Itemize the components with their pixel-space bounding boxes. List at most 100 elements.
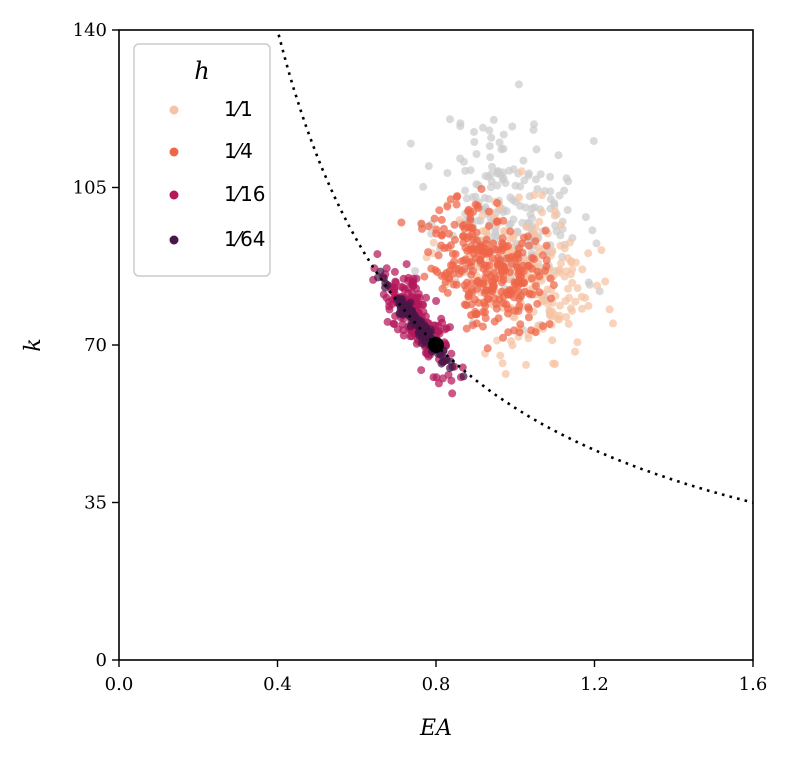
data-point xyxy=(605,305,614,314)
data-point xyxy=(424,248,433,257)
data-point xyxy=(461,243,470,252)
data-point xyxy=(434,251,443,260)
background-point xyxy=(519,156,528,165)
data-point xyxy=(518,248,527,257)
data-point xyxy=(467,224,476,233)
data-point xyxy=(584,301,593,310)
data-point xyxy=(609,319,617,328)
legend-marker xyxy=(169,147,179,157)
data-point xyxy=(504,328,513,337)
x-axis-title: EA xyxy=(419,716,452,741)
data-point xyxy=(535,288,544,297)
data-point xyxy=(545,320,554,329)
data-point xyxy=(538,191,546,200)
data-point xyxy=(431,266,440,275)
data-point xyxy=(571,297,580,306)
data-point xyxy=(390,267,399,276)
data-point xyxy=(482,235,491,244)
background-point xyxy=(555,191,564,200)
data-point xyxy=(417,219,426,228)
data-point xyxy=(437,314,446,323)
background-point xyxy=(456,154,465,163)
data-point xyxy=(470,249,478,258)
data-point xyxy=(457,267,466,276)
background-point xyxy=(562,174,571,183)
data-point xyxy=(543,285,552,294)
background-point xyxy=(546,195,555,204)
data-point xyxy=(491,274,500,283)
data-point xyxy=(407,332,416,341)
background-point xyxy=(488,162,496,171)
data-point xyxy=(508,341,517,350)
data-point xyxy=(434,327,443,335)
background-point xyxy=(581,213,590,222)
data-point xyxy=(573,284,582,293)
reference-point xyxy=(428,337,444,353)
data-point xyxy=(462,324,471,333)
data-point xyxy=(515,328,524,337)
data-point xyxy=(467,311,476,320)
data-point xyxy=(533,299,542,308)
data-point xyxy=(444,229,453,238)
background-point xyxy=(486,170,495,179)
data-point xyxy=(408,280,416,289)
data-point xyxy=(474,203,483,212)
background-point xyxy=(533,185,542,194)
data-point xyxy=(571,347,579,356)
data-point xyxy=(400,302,408,311)
data-point xyxy=(499,227,508,236)
data-point xyxy=(557,259,565,268)
data-point xyxy=(568,306,576,315)
data-point xyxy=(488,287,497,296)
data-point xyxy=(517,167,526,176)
data-point xyxy=(432,297,441,305)
legend-marker xyxy=(169,235,179,245)
data-point xyxy=(489,239,498,248)
background-point xyxy=(506,193,515,202)
data-point xyxy=(489,281,498,290)
data-point xyxy=(432,225,441,234)
legend-label: 1⁄64 xyxy=(224,227,266,251)
data-point xyxy=(437,241,446,250)
data-point xyxy=(549,281,558,290)
legend-box xyxy=(133,43,271,277)
background-point xyxy=(468,193,477,202)
data-point xyxy=(509,234,517,242)
data-point xyxy=(542,262,551,271)
data-point xyxy=(568,278,577,287)
y-axis-title: k xyxy=(21,338,46,351)
data-point xyxy=(447,349,456,358)
data-point xyxy=(429,238,438,247)
data-point xyxy=(515,193,523,202)
data-point xyxy=(512,278,521,287)
data-point xyxy=(444,243,452,252)
background-point xyxy=(485,142,494,151)
data-point xyxy=(438,284,447,293)
data-point xyxy=(435,206,444,215)
data-point xyxy=(578,265,587,274)
data-point xyxy=(506,227,515,236)
legend: h 1⁄1 1⁄4 1⁄16 1⁄64 xyxy=(133,43,271,277)
background-point xyxy=(470,127,478,136)
background-point xyxy=(536,170,545,179)
data-point xyxy=(391,277,400,286)
data-point xyxy=(397,282,406,291)
data-point xyxy=(517,272,526,281)
data-point xyxy=(519,233,528,242)
data-point xyxy=(572,258,580,267)
background-point xyxy=(406,139,415,148)
data-point xyxy=(515,294,523,303)
x-tick-label: 0.4 xyxy=(263,674,292,695)
background-point xyxy=(484,194,493,203)
background-point xyxy=(495,138,504,147)
data-point xyxy=(439,224,448,233)
data-point xyxy=(555,311,564,320)
background-point xyxy=(487,183,495,192)
background-point xyxy=(505,221,514,230)
background-point xyxy=(472,150,481,158)
data-point xyxy=(517,266,526,275)
data-point xyxy=(560,244,569,253)
data-point xyxy=(522,222,531,231)
data-point xyxy=(477,185,486,193)
background-point xyxy=(461,186,470,195)
